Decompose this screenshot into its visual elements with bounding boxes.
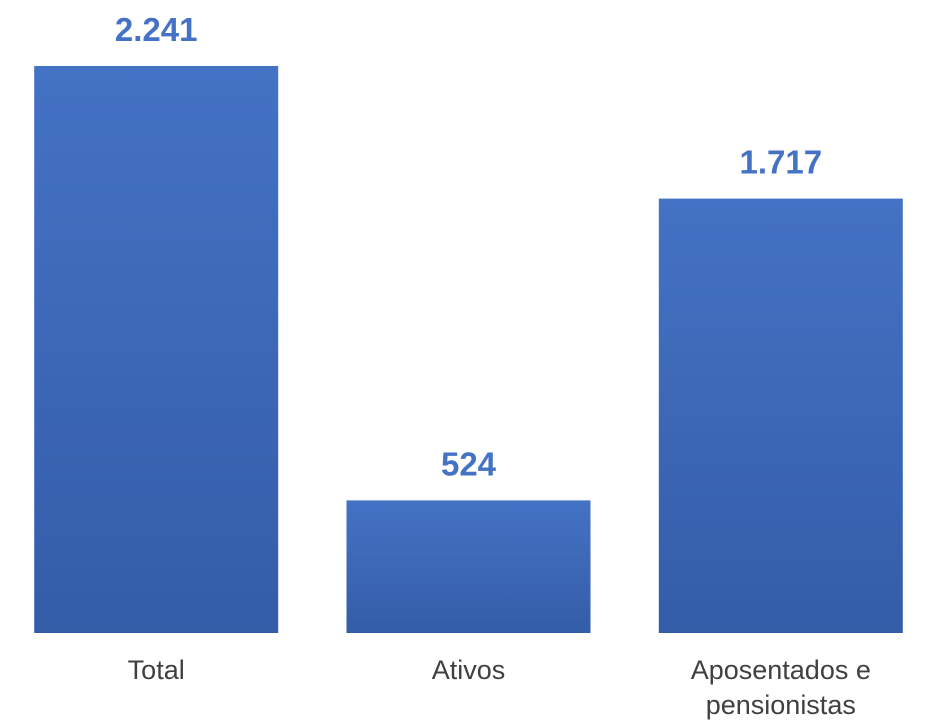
bars-group [34, 66, 903, 633]
category-label-line: pensionistas [706, 690, 856, 720]
category-label-line: Ativos [432, 655, 506, 685]
category-label-line: Total [128, 655, 185, 685]
data-label-2: 1.717 [740, 144, 823, 181]
category-label-2: Aposentados e pensionistas [691, 655, 871, 720]
bar-1 [346, 500, 591, 633]
value-labels-group: 2.241 524 1.717 [115, 11, 822, 482]
category-labels-group: Total Ativos Aposentados e pensionistas [128, 655, 871, 720]
category-label-0: Total [128, 655, 185, 685]
category-label-1: Ativos [432, 655, 506, 685]
data-label-0: 2.241 [115, 11, 198, 48]
bar-0 [34, 66, 279, 633]
category-label-line: Aposentados e [691, 655, 871, 685]
data-label-1: 524 [441, 445, 497, 482]
bar-2 [658, 198, 903, 633]
